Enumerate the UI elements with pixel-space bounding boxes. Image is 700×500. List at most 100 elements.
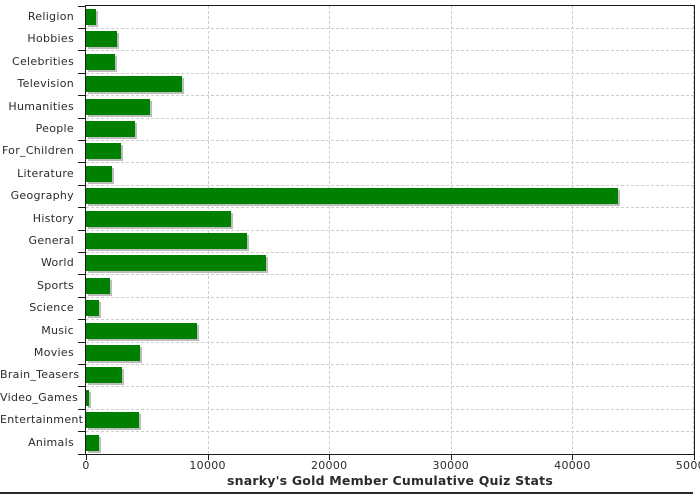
y-tick — [78, 296, 86, 298]
bar-people — [86, 121, 136, 137]
y-axis-label: Video_Games — [0, 390, 79, 404]
y-axis-label: Music — [41, 323, 74, 337]
h-gridline — [86, 95, 694, 97]
bar-television — [86, 76, 183, 93]
bar-hobbies — [86, 31, 117, 48]
y-axis-ticks — [78, 5, 86, 455]
x-tick-label: 0 — [82, 459, 90, 472]
h-gridline — [86, 27, 694, 29]
y-tick — [78, 72, 86, 74]
bar-video_games — [86, 389, 90, 406]
y-tick — [78, 27, 86, 29]
y-axis-label: Television — [17, 77, 74, 91]
h-gridline — [86, 251, 694, 253]
x-axis-ticks — [86, 454, 695, 461]
x-tick — [572, 454, 574, 460]
y-axis-labels: Religion Hobbies Celebrities Television Huma… — [0, 6, 84, 454]
x-tick — [329, 454, 331, 460]
y-axis-label: Science — [29, 301, 74, 315]
x-tick — [207, 454, 209, 460]
v-gridline — [329, 6, 331, 454]
bar-literature — [86, 165, 112, 182]
y-axis-label: Entertainment — [0, 413, 84, 427]
h-gridline — [86, 319, 694, 321]
h-gridline — [86, 139, 694, 141]
y-tick — [78, 117, 86, 119]
bar-music — [86, 322, 198, 339]
y-tick — [78, 251, 86, 253]
y-tick — [78, 319, 86, 321]
y-tick — [78, 453, 86, 455]
h-gridline — [86, 386, 694, 388]
y-axis-label: For_Children — [1, 144, 74, 158]
h-gridline — [86, 50, 694, 52]
y-tick — [78, 50, 86, 52]
y-tick — [78, 162, 86, 164]
h-gridline — [86, 431, 694, 433]
x-tick-label: 40000 — [554, 459, 591, 472]
bar-animals — [86, 434, 99, 451]
y-tick — [78, 408, 86, 410]
v-gridline — [450, 6, 452, 454]
bar-science — [86, 300, 100, 317]
y-tick — [78, 274, 86, 276]
y-tick — [78, 5, 86, 7]
y-tick — [78, 139, 86, 141]
x-tick — [86, 454, 87, 460]
y-axis-label: Humanities — [8, 99, 74, 113]
bar-movies — [86, 345, 141, 361]
y-axis-label: Brain_Teasers — [0, 368, 80, 382]
x-tick-label: 30000 — [432, 459, 470, 472]
h-gridline — [86, 207, 694, 209]
h-gridline — [86, 162, 694, 164]
y-axis-label: Celebrities — [11, 54, 74, 68]
y-axis-label: General — [28, 234, 74, 247]
y-tick — [78, 207, 86, 209]
y-axis-label: People — [35, 122, 74, 135]
bar-for_children — [86, 143, 122, 160]
x-tick — [694, 454, 695, 460]
bar-religion — [86, 9, 96, 25]
y-tick — [78, 386, 86, 388]
x-axis-tick-labels: 0 10000 20000 30000 40000 50000 — [82, 459, 700, 473]
x-tick — [450, 454, 452, 460]
x-tick-label: 50000 — [675, 459, 700, 472]
x-tick-label: 10000 — [189, 459, 226, 472]
y-axis-label: Geography — [10, 189, 74, 203]
y-axis-label: World — [40, 256, 74, 270]
y-tick — [78, 95, 86, 97]
y-axis-label: Hobbies — [27, 32, 74, 46]
h-gridline — [86, 341, 694, 343]
bar-general — [86, 233, 248, 249]
bar-celebrities — [86, 53, 115, 70]
y-tick — [78, 341, 86, 343]
h-gridline — [86, 274, 694, 276]
x-tick-label: 20000 — [310, 459, 348, 472]
bar-entertainment — [86, 412, 140, 429]
bar-history — [86, 210, 231, 227]
bar-world — [86, 255, 267, 272]
y-axis-label: Sports — [36, 278, 74, 292]
bar-sports — [86, 277, 111, 294]
h-gridline — [86, 408, 694, 410]
y-axis-label: Religion — [27, 10, 74, 23]
h-gridline — [86, 72, 694, 74]
y-axis-label: Animals — [28, 435, 74, 449]
y-tick — [78, 229, 86, 231]
y-tick — [78, 363, 86, 365]
y-axis-label: Literature — [17, 166, 74, 180]
plot-area — [86, 6, 694, 454]
h-gridline — [86, 229, 694, 231]
bar-geography — [86, 188, 619, 205]
h-gridline — [86, 363, 694, 365]
y-tick — [78, 184, 86, 186]
h-gridline — [86, 184, 694, 186]
y-axis-label: History — [32, 211, 74, 225]
y-tick — [78, 431, 86, 433]
v-gridline — [693, 6, 694, 454]
y-axis-label: Movies — [33, 346, 74, 359]
chart-title: snarky's Gold Member Cumulative Quiz Sta… — [227, 473, 553, 488]
v-gridline — [207, 6, 209, 454]
bar-humanities — [86, 98, 151, 115]
